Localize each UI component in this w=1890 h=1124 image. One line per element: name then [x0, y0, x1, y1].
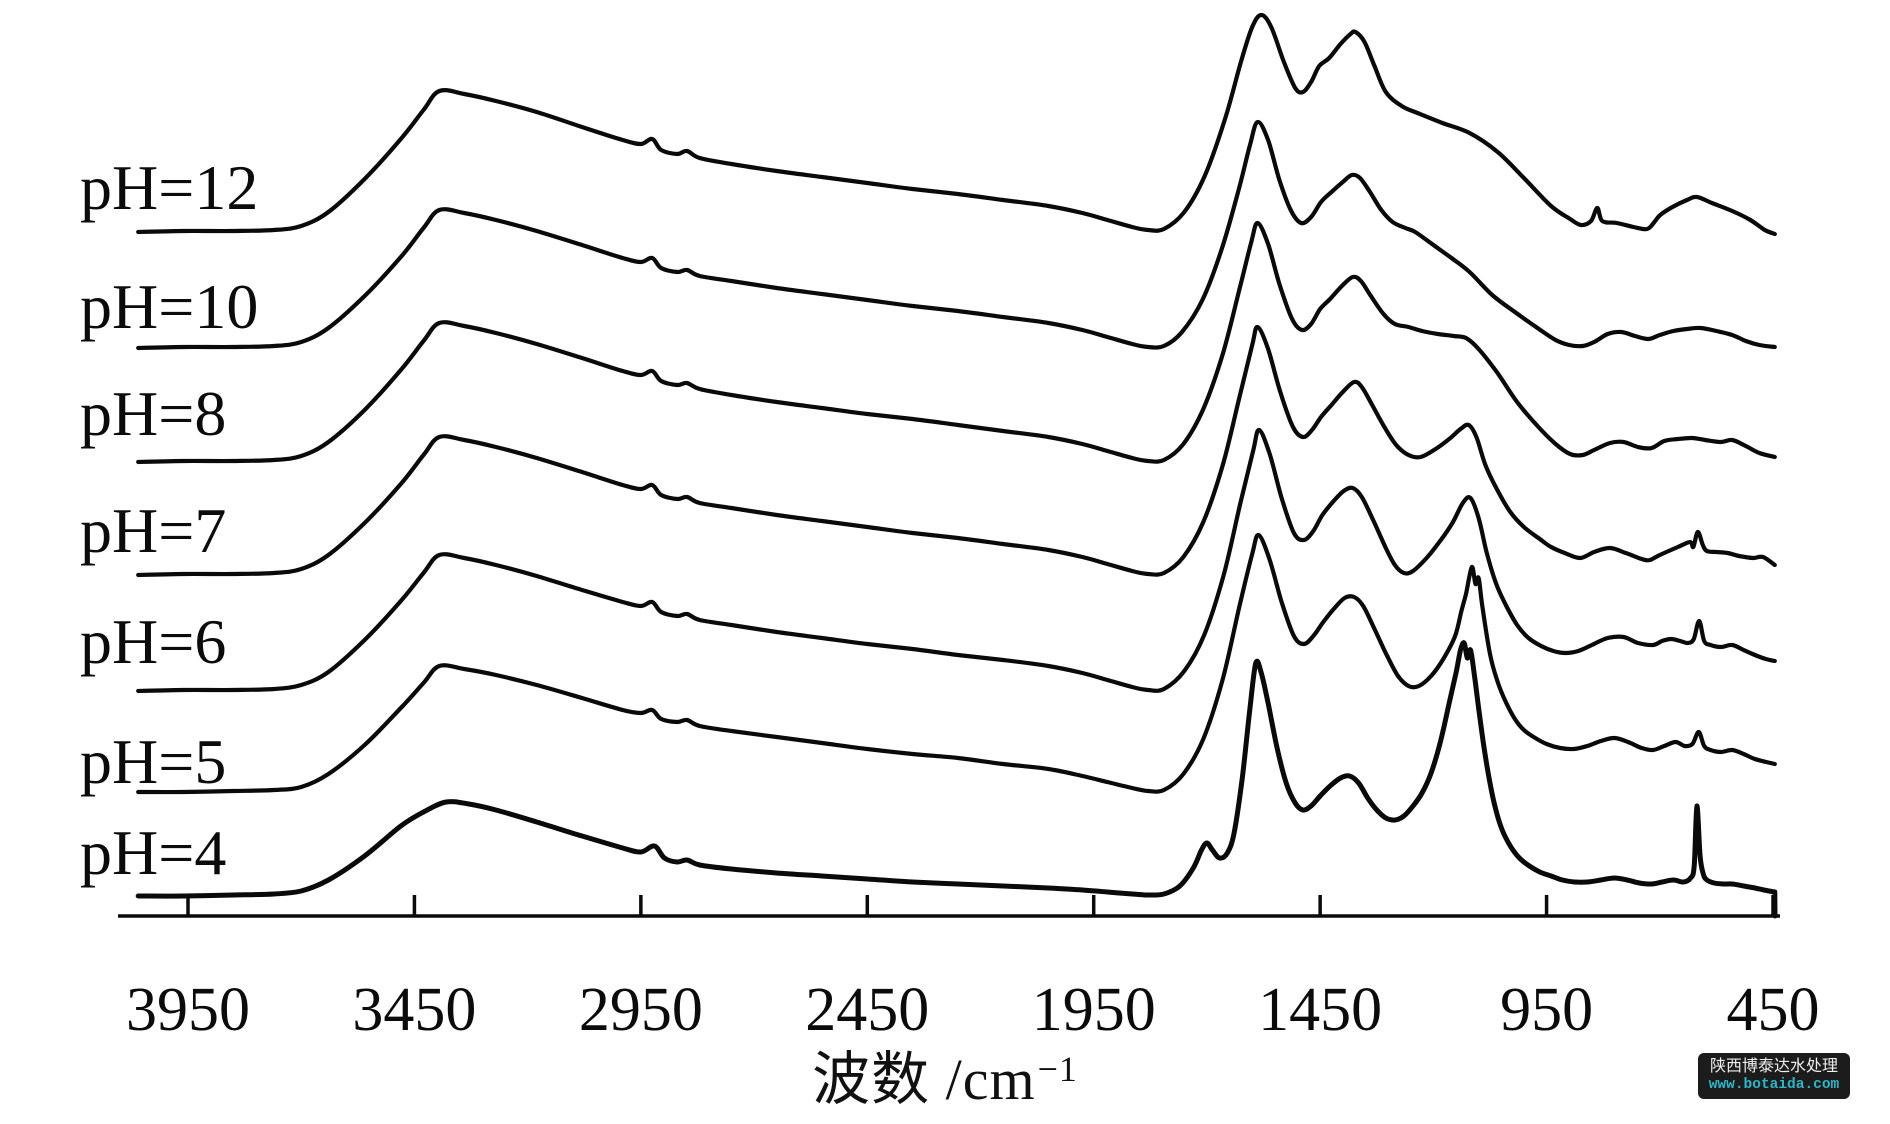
x-axis	[118, 895, 1780, 918]
x-tick-label-3950: 3950	[126, 976, 250, 1044]
curve-ph-7	[136, 324, 1777, 578]
series-label-ph-6: pH=6	[80, 606, 226, 677]
curve-ph-8	[136, 220, 1777, 465]
x-tick-label-2450: 2450	[805, 976, 929, 1044]
curve-ph-12	[136, 12, 1777, 237]
series-label-ph-8: pH=8	[80, 378, 226, 449]
x-tick-labels: 3950 3450 2950 2450 1950 1450 950 450	[126, 976, 1820, 1044]
series-label-ph-10: pH=10	[80, 271, 258, 342]
curve-ph-4	[135, 640, 1778, 919]
watermark-company-text: 陕西博泰达水处理	[1709, 1058, 1838, 1075]
curve-ph-6	[136, 427, 1777, 694]
series-label-ph-7: pH=7	[80, 495, 226, 566]
x-tick-label-2950: 2950	[579, 976, 703, 1044]
series-label-ph-12: pH=12	[80, 152, 258, 223]
watermark-url-text: www.botaida.com	[1708, 1076, 1840, 1093]
x-tick-label-1950: 1950	[1032, 976, 1156, 1044]
series-label-ph-5: pH=5	[80, 726, 226, 797]
curve-ph-5	[136, 532, 1777, 795]
series-labels: pH=12 pH=10 pH=8 pH=7 pH=6 pH=5 pH=4	[80, 152, 258, 888]
x-axis-title-base: 波数 /cm	[812, 1047, 1036, 1112]
series-label-ph-4: pH=4	[80, 817, 226, 888]
spectra-curves	[135, 12, 1778, 919]
x-tick-label-1450: 1450	[1258, 976, 1382, 1044]
x-tick-label-3450: 3450	[352, 976, 476, 1044]
x-axis-title-exponent: −1	[1037, 1049, 1078, 1089]
x-tick-label-450: 450	[1727, 976, 1820, 1044]
x-axis-title: 波数 /cm−1	[812, 1032, 1078, 1116]
x-tick-label-950: 950	[1500, 976, 1593, 1044]
curve-ph-10	[136, 119, 1777, 351]
watermark-badge: 陕西博泰达水处理 www.botaida.com	[1698, 1053, 1850, 1099]
